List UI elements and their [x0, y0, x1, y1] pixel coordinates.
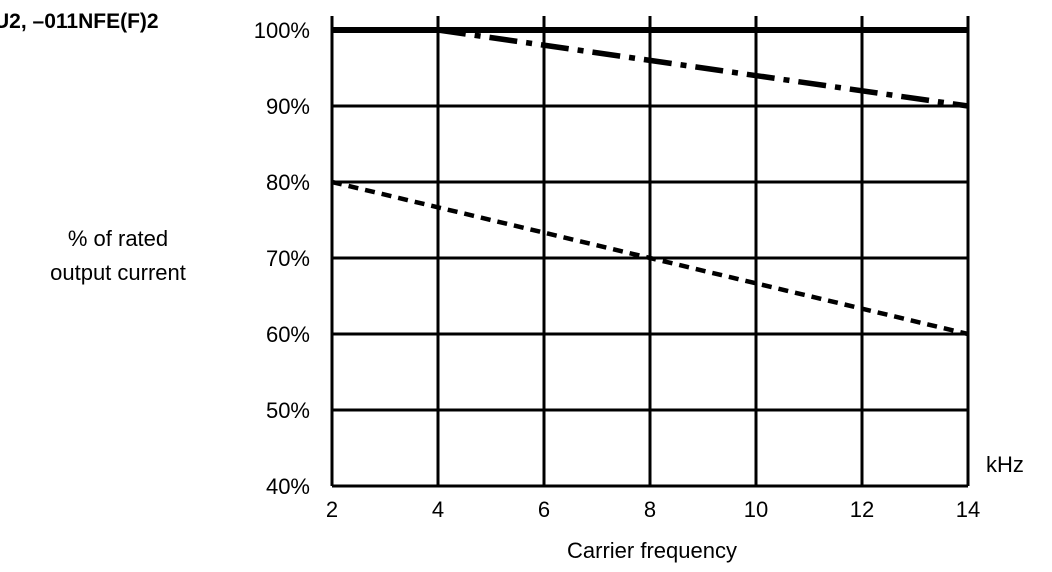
x-tick-label: 12	[850, 497, 874, 522]
chart-grid	[330, 16, 970, 488]
y-tick-labels: 40% 50% 60% 70% 80% 90% 100%	[254, 18, 310, 499]
y-axis-label-line-1: % of rated	[68, 226, 168, 251]
x-tick-label: 4	[432, 497, 444, 522]
y-axis-label-line-2: output current	[50, 260, 186, 285]
x-axis-unit-label: kHz	[986, 452, 1024, 477]
y-tick-label: 50%	[266, 398, 310, 423]
y-tick-label: 70%	[266, 246, 310, 271]
chart-title: U2, –011NFE(F)2	[0, 10, 159, 33]
x-tick-label: 10	[744, 497, 768, 522]
series-line-dotted	[331, 179, 969, 337]
y-tick-label: 80%	[266, 170, 310, 195]
y-tick-label: 90%	[266, 94, 310, 119]
x-tick-label: 8	[644, 497, 656, 522]
x-axis-label: Carrier frequency	[567, 538, 737, 563]
chart-series	[331, 27, 969, 337]
x-tick-labels: 2 4 6 8 10 12 14	[326, 497, 980, 522]
y-tick-label: 60%	[266, 322, 310, 347]
x-tick-label: 6	[538, 497, 550, 522]
y-tick-label: 100%	[254, 18, 310, 43]
x-tick-label: 14	[956, 497, 980, 522]
x-tick-label: 2	[326, 497, 338, 522]
y-tick-label: 40%	[266, 474, 310, 499]
series-line-dash-dot	[437, 27, 969, 109]
